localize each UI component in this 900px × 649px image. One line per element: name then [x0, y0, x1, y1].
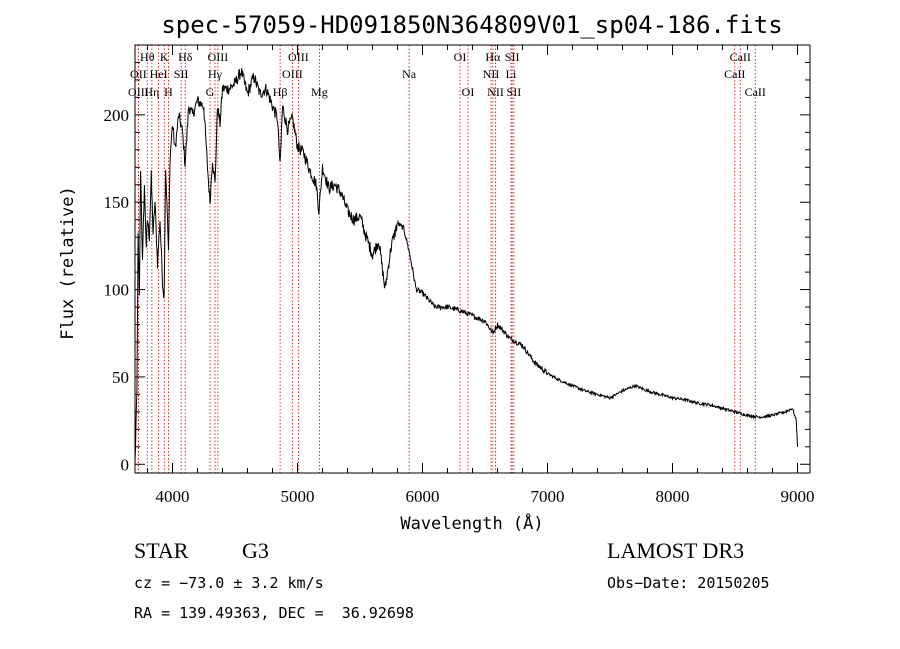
line-label-1: OII — [130, 67, 147, 81]
line-label-9: OIII — [208, 50, 229, 64]
line-label-18: OI — [462, 85, 475, 99]
x-tick-label: 6000 — [406, 487, 440, 506]
line-label-24: SII — [507, 85, 522, 99]
line-label-19: Hα — [485, 50, 501, 64]
plot-frame — [134, 44, 811, 474]
x-axis-ticks: 4000 5000 6000 7000 8000 9000 — [147, 45, 815, 506]
line-label-21: NII — [487, 85, 504, 99]
y-axis-ticks: 0 50 100 150 200 — [104, 61, 810, 474]
x-axis-label: Wavelength (Å) — [400, 512, 543, 534]
y-axis-label: Flux (relative) — [58, 186, 78, 340]
x-tick-label: 8000 — [656, 487, 690, 506]
subclass: G3 — [242, 538, 269, 563]
line-label-6: H — [164, 85, 173, 99]
y-tick-label: 150 — [104, 193, 130, 212]
spectral-line-markers — [137, 45, 756, 473]
chart-title: spec-57059-HD091850N364809V01_sp04-186.f… — [161, 11, 782, 39]
x-tick-label: 9000 — [781, 487, 815, 506]
y-tick-label: 50 — [112, 368, 129, 387]
line-label-27: CaII — [745, 85, 766, 99]
redshift-readout: cz = −73.0 ± 3.2 km/s — [134, 574, 324, 592]
line-label-26: CaII — [724, 67, 745, 81]
line-label-17: OI — [454, 50, 467, 64]
y-tick-label: 200 — [104, 106, 130, 125]
line-label-7: SII — [174, 67, 189, 81]
line-label-23: Li — [506, 67, 517, 81]
line-label-10: Hγ — [208, 67, 223, 81]
line-label-20: NII — [483, 67, 500, 81]
line-label-14: Hβ — [273, 85, 288, 99]
y-tick-label: 0 — [121, 455, 130, 474]
line-label-12: OIII — [288, 50, 309, 64]
line-label-15: Mg — [311, 85, 328, 99]
x-tick-label: 4000 — [156, 487, 190, 506]
object-type: STAR — [134, 538, 189, 563]
spectrum-line — [134, 68, 798, 463]
line-label-16: Na — [402, 67, 417, 81]
obs-date: Obs−Date: 20150205 — [607, 574, 770, 592]
line-label-11: G — [206, 85, 215, 99]
line-label-4: HeI — [150, 67, 168, 81]
line-label-0: Hθ — [140, 50, 155, 64]
y-tick-label: 100 — [104, 281, 130, 300]
line-label-5: K — [160, 50, 169, 64]
coordinates: RA = 139.49363, DEC = 36.92698 — [134, 604, 414, 622]
x-tick-label: 7000 — [531, 487, 565, 506]
survey-label: LAMOST DR3 — [607, 538, 745, 563]
line-label-2: OIII — [128, 85, 149, 99]
line-label-3: Hη — [144, 85, 159, 99]
line-label-22: SII — [505, 50, 520, 64]
line-label-8: Hδ — [178, 50, 193, 64]
line-label-25: CaII — [730, 50, 751, 64]
line-label-13: OIII — [282, 67, 303, 81]
x-tick-label: 5000 — [281, 487, 315, 506]
